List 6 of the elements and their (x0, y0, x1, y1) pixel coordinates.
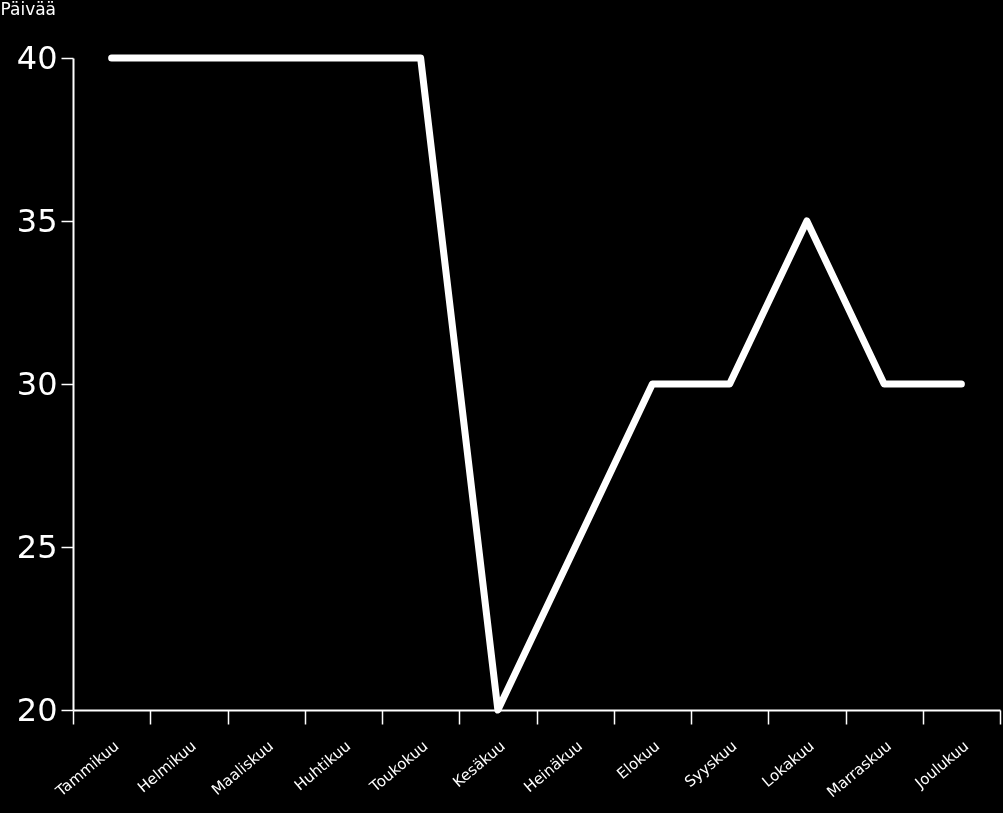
y-axis-title: Päivää (0, 0, 57, 19)
y-tick-label: 25 (16, 527, 58, 566)
y-tick-label: 40 (16, 38, 58, 77)
y-tick-label: 30 (16, 364, 58, 403)
y-tick-label: 35 (16, 201, 58, 240)
y-tick-label: 20 (16, 690, 58, 729)
